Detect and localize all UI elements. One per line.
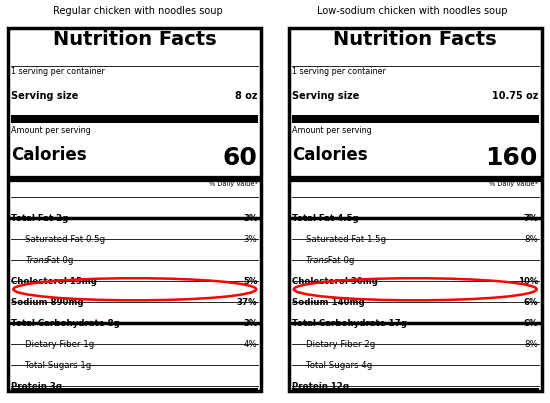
Text: Serving size: Serving size bbox=[292, 91, 359, 101]
Text: Cholesterol 30mg: Cholesterol 30mg bbox=[292, 277, 378, 286]
Text: 160: 160 bbox=[486, 146, 538, 170]
Text: 8%: 8% bbox=[524, 235, 538, 244]
Text: Trans: Trans bbox=[25, 256, 48, 265]
Text: Total Sugars 4g: Total Sugars 4g bbox=[306, 361, 372, 370]
Text: Regular chicken with noodles soup: Regular chicken with noodles soup bbox=[53, 6, 222, 16]
Text: Total Carbohydrate 8g: Total Carbohydrate 8g bbox=[12, 319, 120, 328]
Text: Nutrition Facts: Nutrition Facts bbox=[333, 30, 497, 49]
Text: 5%: 5% bbox=[243, 277, 257, 286]
Text: Calories: Calories bbox=[12, 146, 87, 164]
Text: % Daily Value*: % Daily Value* bbox=[208, 181, 257, 187]
Text: Serving size: Serving size bbox=[12, 91, 79, 101]
Bar bbox=[12, 115, 258, 123]
Text: 8 oz: 8 oz bbox=[235, 91, 257, 101]
Bar bbox=[292, 115, 538, 123]
Text: Total Fat 4.5g: Total Fat 4.5g bbox=[292, 214, 359, 223]
Text: 3%: 3% bbox=[243, 319, 257, 328]
Text: Sodium 140mg: Sodium 140mg bbox=[292, 298, 365, 307]
Text: Dietary Fiber 2g: Dietary Fiber 2g bbox=[306, 340, 375, 349]
Text: 8%: 8% bbox=[524, 340, 538, 349]
Text: Dietary Fiber 1g: Dietary Fiber 1g bbox=[25, 340, 95, 349]
Text: 1 serving per container: 1 serving per container bbox=[12, 67, 105, 76]
Text: 10%: 10% bbox=[518, 277, 538, 286]
Text: 37%: 37% bbox=[237, 298, 257, 307]
Text: 10.75 oz: 10.75 oz bbox=[492, 91, 538, 101]
Text: Total Carbohydrate 17g: Total Carbohydrate 17g bbox=[292, 319, 406, 328]
Text: Amount per serving: Amount per serving bbox=[292, 126, 372, 135]
Text: Cholesterol 15mg: Cholesterol 15mg bbox=[12, 277, 97, 286]
Bar bbox=[292, 388, 538, 396]
Text: Saturated Fat 0.5g: Saturated Fat 0.5g bbox=[25, 235, 106, 244]
Text: 3%: 3% bbox=[244, 235, 257, 244]
Text: 3%: 3% bbox=[243, 214, 257, 223]
Text: Total Sugars 1g: Total Sugars 1g bbox=[25, 361, 91, 370]
Text: 1 serving per container: 1 serving per container bbox=[292, 67, 386, 76]
Text: 60: 60 bbox=[223, 146, 257, 170]
Text: 6%: 6% bbox=[524, 298, 538, 307]
Text: Amount per serving: Amount per serving bbox=[12, 126, 91, 135]
Text: Nutrition Facts: Nutrition Facts bbox=[53, 30, 217, 49]
Text: 4%: 4% bbox=[244, 340, 257, 349]
Text: Fat 0g: Fat 0g bbox=[44, 256, 74, 265]
Text: Saturated Fat 1.5g: Saturated Fat 1.5g bbox=[306, 235, 386, 244]
Bar bbox=[12, 388, 258, 396]
Text: Fat 0g: Fat 0g bbox=[324, 256, 354, 265]
Text: 6%: 6% bbox=[524, 319, 538, 328]
Text: Sodium 890mg: Sodium 890mg bbox=[12, 298, 84, 307]
Text: Low-sodium chicken with noodles soup: Low-sodium chicken with noodles soup bbox=[317, 6, 508, 16]
Text: 7%: 7% bbox=[524, 214, 538, 223]
Text: Trans: Trans bbox=[306, 256, 329, 265]
Text: Protein 12g: Protein 12g bbox=[292, 382, 349, 391]
Text: Protein 3g: Protein 3g bbox=[12, 382, 62, 391]
Text: Calories: Calories bbox=[292, 146, 367, 164]
Text: Total Fat 2g: Total Fat 2g bbox=[12, 214, 69, 223]
Text: % Daily Value*: % Daily Value* bbox=[489, 181, 538, 187]
